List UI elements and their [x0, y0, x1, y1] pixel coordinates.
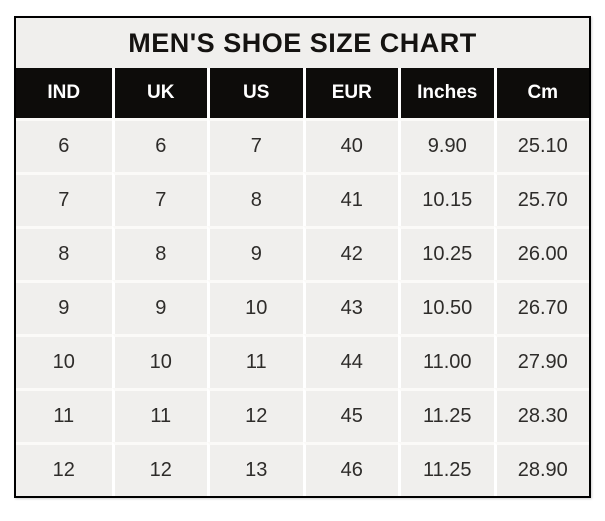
table-row: 12 12 13 46 11.25 28.90 [16, 442, 589, 496]
table-cell: 13 [207, 442, 303, 496]
table-cell: 8 [16, 226, 112, 280]
shoe-size-chart: MEN'S SHOE SIZE CHART IND UK US EUR Inch… [14, 16, 591, 498]
table-cell: 11 [111, 388, 207, 442]
table-cell: 6 [111, 118, 207, 172]
table-cell: 12 [207, 388, 303, 442]
table-cell: 26.00 [493, 226, 589, 280]
table-cell: 11.00 [398, 334, 494, 388]
table-cell: 11 [16, 388, 112, 442]
table-cell: 44 [302, 334, 398, 388]
table-row: 8 8 9 42 10.25 26.00 [16, 226, 589, 280]
chart-title: MEN'S SHOE SIZE CHART [16, 18, 589, 68]
header-row: IND UK US EUR Inches Cm [16, 68, 589, 118]
table-cell: 28.90 [493, 442, 589, 496]
table-cell: 10.15 [398, 172, 494, 226]
table-cell: 10 [111, 334, 207, 388]
column-header-cm: Cm [493, 68, 589, 118]
table-cell: 40 [302, 118, 398, 172]
table-cell: 10 [207, 280, 303, 334]
table-cell: 12 [111, 442, 207, 496]
table-cell: 7 [111, 172, 207, 226]
table-row: 6 6 7 40 9.90 25.10 [16, 118, 589, 172]
table-cell: 10 [16, 334, 112, 388]
table-cell: 25.70 [493, 172, 589, 226]
table-body: 6 6 7 40 9.90 25.10 7 7 8 41 10.15 25.70… [16, 118, 589, 496]
column-header-inches: Inches [398, 68, 494, 118]
table-cell: 46 [302, 442, 398, 496]
table-cell: 41 [302, 172, 398, 226]
table-row: 9 9 10 43 10.50 26.70 [16, 280, 589, 334]
table-cell: 27.90 [493, 334, 589, 388]
table-cell: 12 [16, 442, 112, 496]
column-header-uk: UK [111, 68, 207, 118]
table-cell: 10.25 [398, 226, 494, 280]
table-cell: 11.25 [398, 388, 494, 442]
table-cell: 9 [111, 280, 207, 334]
table-cell: 25.10 [493, 118, 589, 172]
column-header-ind: IND [16, 68, 112, 118]
table-cell: 45 [302, 388, 398, 442]
table-cell: 42 [302, 226, 398, 280]
table-cell: 8 [111, 226, 207, 280]
table-cell: 8 [207, 172, 303, 226]
size-table: IND UK US EUR Inches Cm 6 6 7 40 9.90 25… [16, 68, 589, 496]
table-cell: 11.25 [398, 442, 494, 496]
column-header-us: US [207, 68, 303, 118]
table-row: 7 7 8 41 10.15 25.70 [16, 172, 589, 226]
table-cell: 10.50 [398, 280, 494, 334]
table-cell: 43 [302, 280, 398, 334]
table-cell: 9 [16, 280, 112, 334]
table-cell: 7 [16, 172, 112, 226]
column-header-eur: EUR [302, 68, 398, 118]
table-cell: 11 [207, 334, 303, 388]
table-cell: 28.30 [493, 388, 589, 442]
table-cell: 9.90 [398, 118, 494, 172]
table-cell: 9 [207, 226, 303, 280]
table-cell: 26.70 [493, 280, 589, 334]
table-row: 10 10 11 44 11.00 27.90 [16, 334, 589, 388]
table-cell: 7 [207, 118, 303, 172]
table-cell: 6 [16, 118, 112, 172]
table-row: 11 11 12 45 11.25 28.30 [16, 388, 589, 442]
table-header: IND UK US EUR Inches Cm [16, 68, 589, 118]
